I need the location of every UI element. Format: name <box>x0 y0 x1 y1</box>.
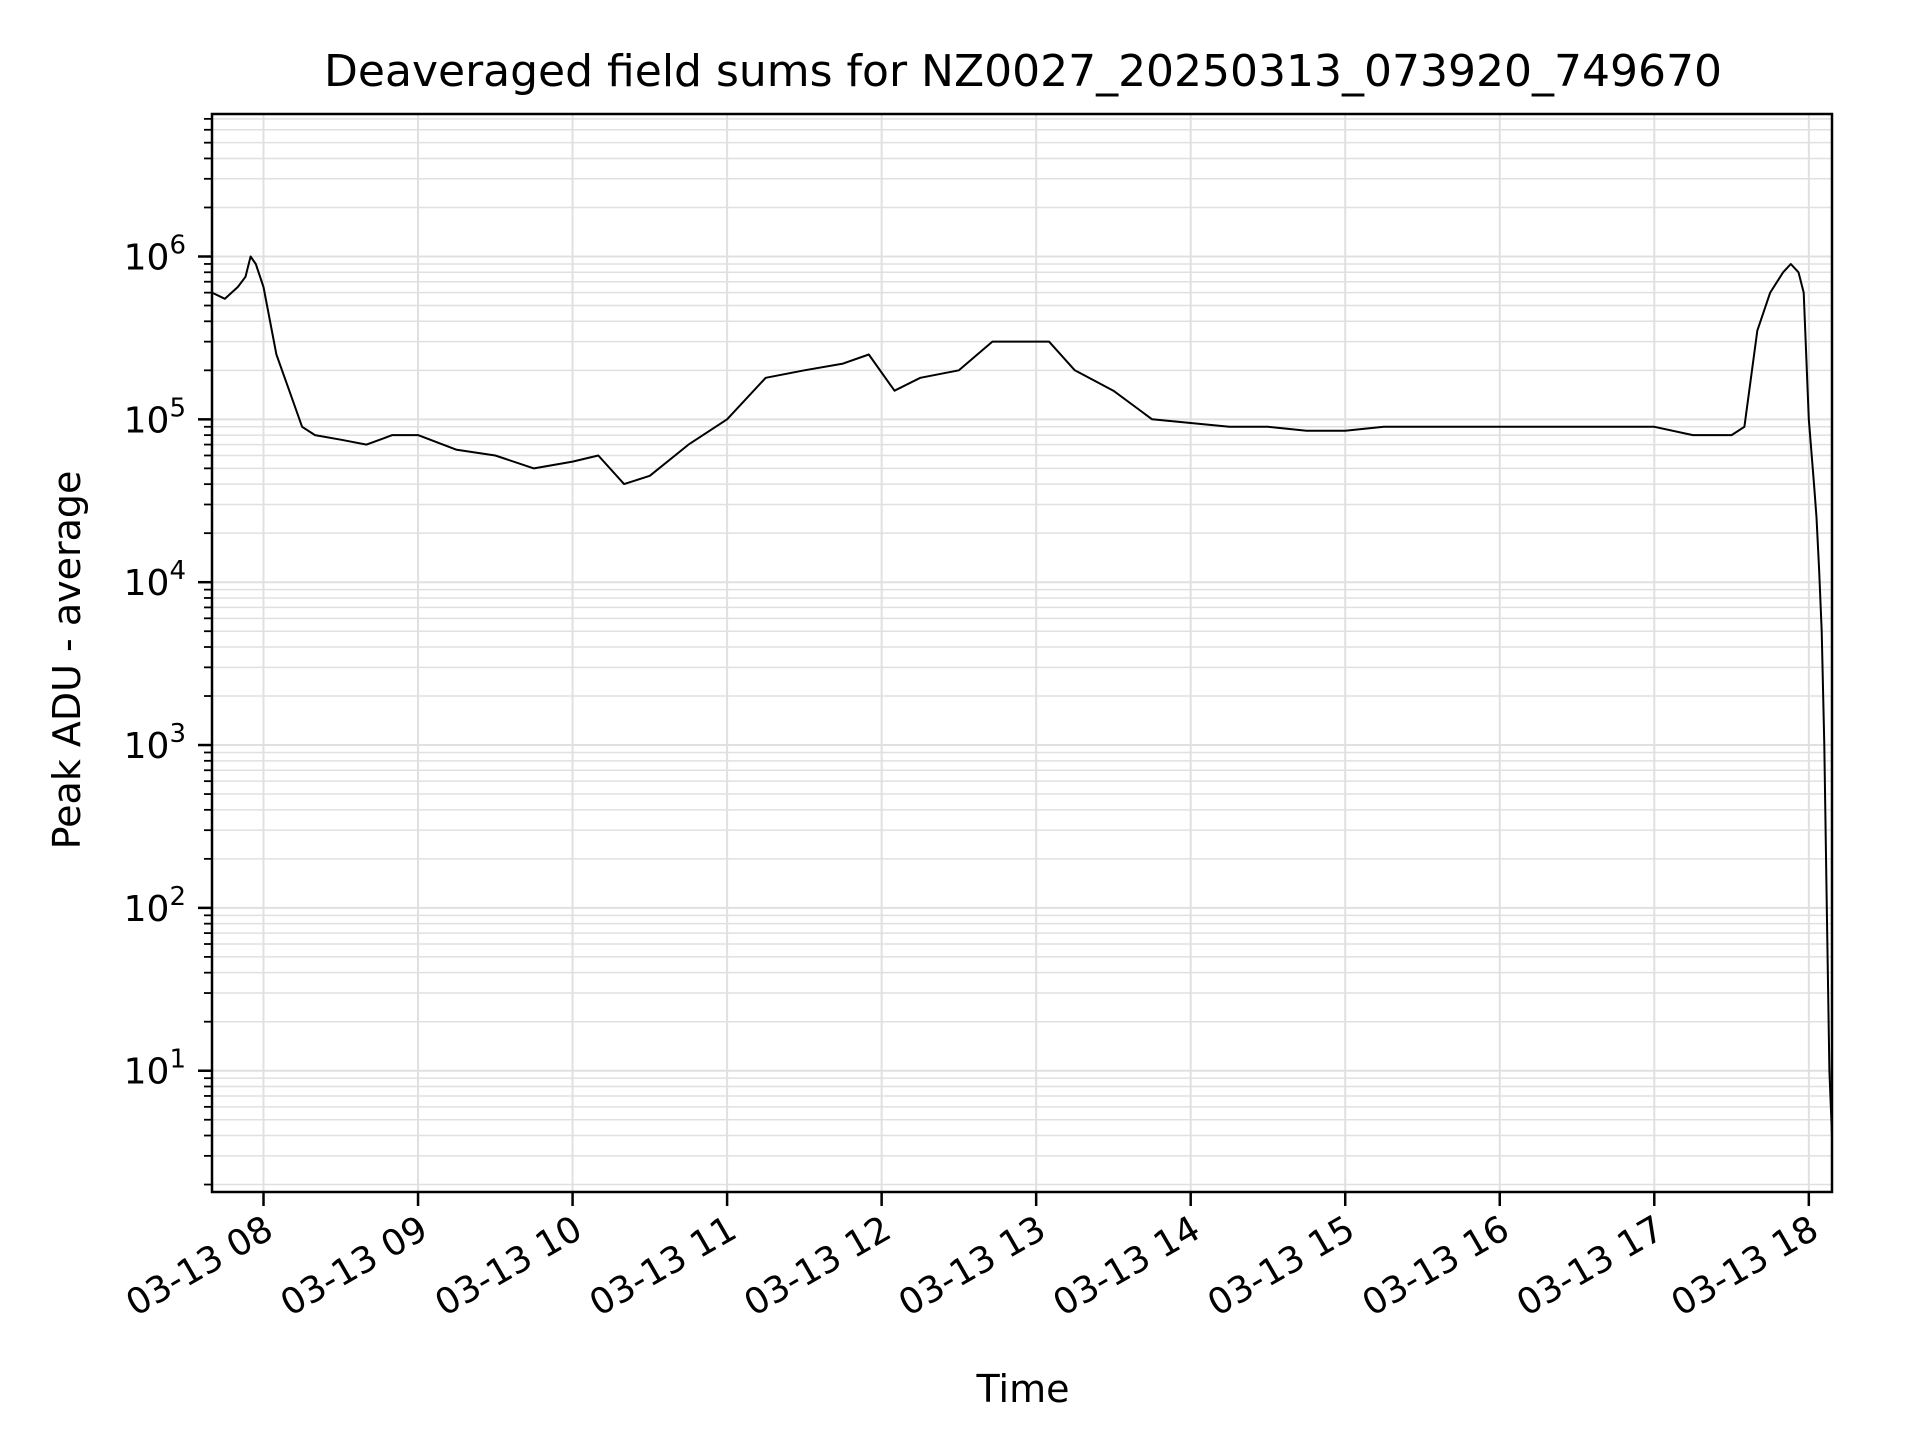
x-tick-label: 03-13 13 <box>892 1208 1053 1324</box>
y-axis-label: Peak ADU - average <box>45 471 89 850</box>
series-layer <box>211 255 1833 1136</box>
x-tick-label: 03-13 18 <box>1665 1208 1826 1324</box>
x-axis-label: Time <box>976 1367 1070 1411</box>
x-tick-label: 03-13 09 <box>274 1208 435 1324</box>
plot-frame <box>210 112 1834 1194</box>
x-tick-label: 03-13 17 <box>1510 1208 1671 1324</box>
y-tick-label: 101 <box>124 1045 186 1093</box>
x-tick-label: 03-13 08 <box>119 1208 280 1324</box>
chart-title: Deaveraged field sums for NZ0027_2025031… <box>324 46 1722 97</box>
y-axis: 101 102 103 104 105 106 <box>124 117 212 1186</box>
x-tick-label: 03-13 15 <box>1201 1208 1362 1324</box>
y-tick-label: 104 <box>124 556 186 604</box>
y-tick-label: 106 <box>124 230 186 278</box>
x-tick-label: 03-13 14 <box>1047 1208 1208 1324</box>
y-tick-label: 103 <box>124 719 186 767</box>
series-line <box>211 255 1833 1136</box>
grid <box>212 114 1832 1192</box>
x-tick-label: 03-13 16 <box>1356 1208 1517 1324</box>
y-tick-label: 105 <box>124 393 186 441</box>
y-tick-label: 102 <box>124 882 186 930</box>
x-tick-label: 03-13 12 <box>737 1208 898 1324</box>
x-tick-label: 03-13 11 <box>583 1208 744 1324</box>
x-tick-label: 03-13 10 <box>428 1208 589 1324</box>
